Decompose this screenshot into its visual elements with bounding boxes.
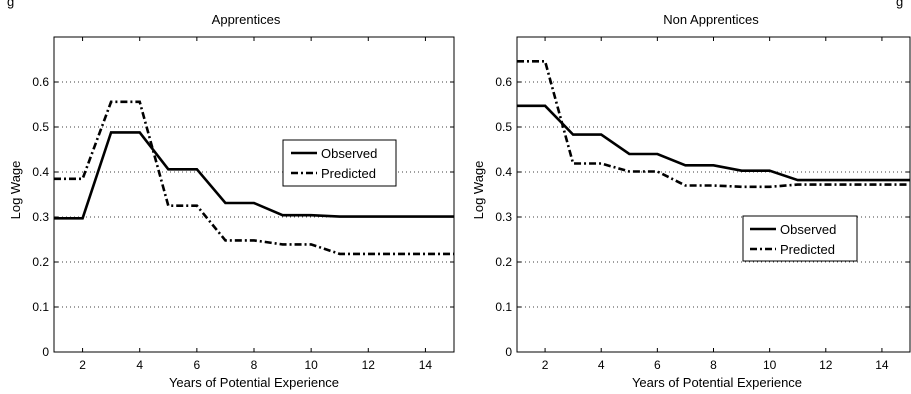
series-line-predicted [517, 59, 910, 189]
y-tick-label: 0.2 [32, 255, 49, 269]
y-tick-label: 0.4 [495, 165, 512, 179]
x-axis-ticks: 2 4 6 8 10 12 14 [542, 37, 889, 372]
plot-frame [53, 36, 455, 353]
series-line-observed [54, 131, 454, 220]
y-tick-label: 0.3 [495, 210, 512, 224]
x-tick-label: 14 [419, 358, 433, 372]
x-tick-label: 2 [79, 358, 86, 372]
y-tick-label: 0.5 [495, 120, 512, 134]
y-tick-label: 0.6 [495, 75, 512, 89]
x-tick-label: 8 [710, 358, 717, 372]
y-gridlines [517, 81, 910, 308]
series-layer [517, 59, 910, 189]
y-tick-label: 0.2 [495, 255, 512, 269]
plot-frame [516, 36, 911, 353]
x-tick-label: 12 [362, 358, 376, 372]
y-tick-label: 0.1 [495, 300, 512, 314]
legend-label-observed: Observed [321, 146, 377, 161]
y-axis-label: Log Wage [8, 161, 23, 220]
series-layer [54, 100, 454, 256]
chart-panel-non-apprentices: Non Apprentices 0 0.1 0.2 0.3 0.4 0.5 0.6 2 4 6 8… [471, 12, 911, 390]
legend-box [742, 215, 858, 262]
x-axis-label: Years of Potential Experience [169, 375, 339, 390]
x-tick-label: 4 [136, 358, 143, 372]
x-axis-label: Years of Potential Experience [632, 375, 802, 390]
y-tick-label: 0.6 [32, 75, 49, 89]
y-tick-label: 0 [505, 345, 512, 359]
x-tick-label: 6 [654, 358, 661, 372]
chart-title: Non Apprentices [663, 12, 759, 27]
legend-box [282, 139, 397, 187]
legend-label-observed: Observed [780, 222, 836, 237]
y-axis-ticks: 0 0.1 0.2 0.3 0.4 0.5 0.6 [495, 75, 910, 359]
y-tick-label: 0.1 [32, 300, 49, 314]
y-gridlines [54, 81, 454, 308]
chart-title: Apprentices [212, 12, 281, 27]
x-tick-label: 10 [763, 358, 777, 372]
x-tick-label: 12 [819, 358, 833, 372]
x-axis-ticks: 2 4 6 8 10 12 14 [79, 37, 432, 372]
legend-label-predicted: Predicted [780, 242, 835, 257]
legend: Observed Predicted [742, 215, 858, 262]
x-tick-label: 10 [304, 358, 318, 372]
x-tick-label: 14 [875, 358, 889, 372]
y-tick-label: 0.4 [32, 165, 49, 179]
x-tick-label: 4 [598, 358, 605, 372]
series-line-predicted [54, 100, 454, 256]
x-tick-label: 2 [542, 358, 549, 372]
legend: Observed Predicted [282, 139, 397, 187]
x-tick-label: 8 [251, 358, 258, 372]
series-line-observed [517, 104, 910, 182]
y-tick-label: 0.5 [32, 120, 49, 134]
chart-panel-apprentices: Apprentices 0 0.1 0.2 0.3 0.4 0.5 0.6 2 4 6 8 10 12… [8, 12, 455, 390]
y-axis-label: Log Wage [471, 161, 486, 220]
y-tick-label: 0 [42, 345, 49, 359]
legend-label-predicted: Predicted [321, 166, 376, 181]
top-clipped-text-right: g [896, 0, 903, 9]
y-tick-label: 0.3 [32, 210, 49, 224]
top-clipped-text-left: g [7, 0, 14, 9]
x-tick-label: 6 [194, 358, 201, 372]
